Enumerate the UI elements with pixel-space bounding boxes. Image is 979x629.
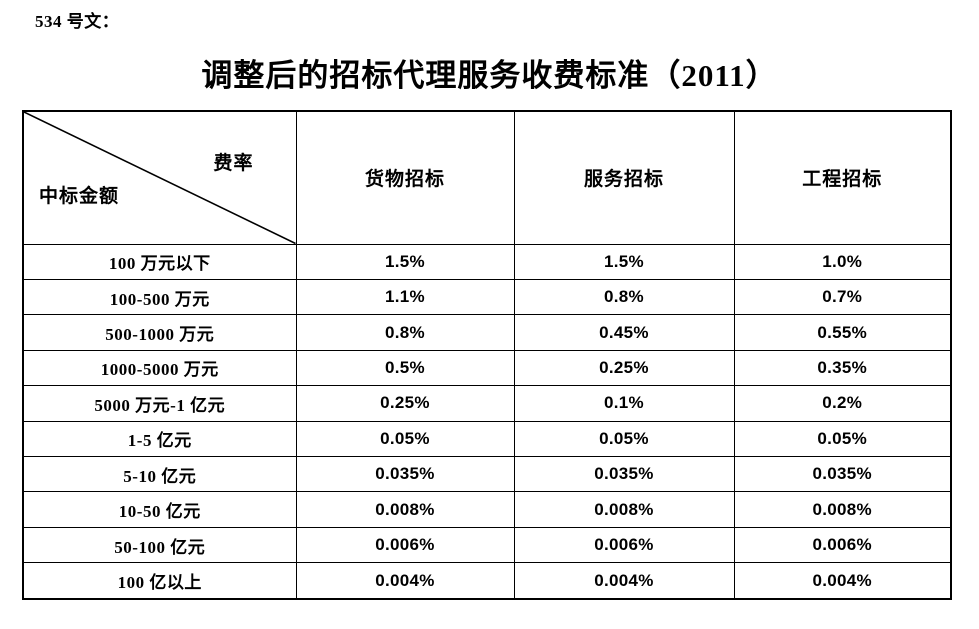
- doc-number-label: 534 号文：: [35, 12, 120, 31]
- row-label: 5-10 亿元: [22, 456, 297, 493]
- rate-cell: 0.25%: [513, 349, 735, 387]
- table-row: 1000-5000 万元 0.5% 0.25% 0.35%: [22, 349, 952, 387]
- table-row: 100 亿以上 0.004% 0.004% 0.004%: [22, 562, 952, 600]
- row-label: 1-5 亿元: [22, 420, 297, 458]
- corner-label-amount: 中标金额: [39, 185, 120, 207]
- rate-cell: 0.035%: [513, 456, 735, 493]
- rate-cell: 0.1%: [513, 385, 735, 422]
- rate-cell: 0.8%: [513, 278, 735, 316]
- diagonal-header-cell: 费率 中标金额: [22, 110, 297, 245]
- table-row: 1-5 亿元 0.05% 0.05% 0.05%: [22, 420, 952, 458]
- row-label: 50-100 亿元: [22, 526, 297, 564]
- rate-cell: 1.1%: [295, 278, 515, 316]
- rate-cell: 0.004%: [295, 562, 515, 600]
- row-label: 5000 万元-1 亿元: [22, 385, 297, 422]
- column-header-services: 服务招标: [513, 110, 735, 245]
- rate-cell: 0.45%: [513, 314, 735, 351]
- diagonal-line: [24, 112, 295, 243]
- rate-cell: 0.05%: [733, 420, 952, 458]
- rate-cell: 0.5%: [295, 349, 515, 387]
- rate-cell: 0.035%: [733, 456, 952, 493]
- rate-cell: 1.0%: [733, 243, 952, 280]
- table-row: 100-500 万元 1.1% 0.8% 0.7%: [22, 278, 952, 316]
- rate-cell: 0.7%: [733, 278, 952, 316]
- rate-cell: 0.2%: [733, 385, 952, 422]
- rate-cell: 0.004%: [513, 562, 735, 600]
- table-row: 500-1000 万元 0.8% 0.45% 0.55%: [22, 314, 952, 351]
- rate-cell: 0.006%: [295, 526, 515, 564]
- table-row: 10-50 亿元 0.008% 0.008% 0.008%: [22, 491, 952, 528]
- table-row: 50-100 亿元 0.006% 0.006% 0.006%: [22, 526, 952, 564]
- rate-cell: 0.008%: [513, 491, 735, 528]
- table-row: 100 万元以下 1.5% 1.5% 1.0%: [22, 243, 952, 280]
- fee-rate-table: 费率 中标金额 货物招标 服务招标 工程招标 100 万元以下 1.5% 1.5…: [22, 110, 952, 600]
- table-row: 5-10 亿元 0.035% 0.035% 0.035%: [22, 456, 952, 493]
- rate-cell: 0.004%: [733, 562, 952, 600]
- row-label: 1000-5000 万元: [22, 349, 297, 387]
- table-header-row: 费率 中标金额 货物招标 服务招标 工程招标: [22, 110, 952, 245]
- row-label: 100 亿以上: [22, 562, 297, 600]
- rate-cell: 1.5%: [513, 243, 735, 280]
- rate-cell: 0.8%: [295, 314, 515, 351]
- table-row: 5000 万元-1 亿元 0.25% 0.1% 0.2%: [22, 385, 952, 422]
- rate-cell: 0.006%: [513, 526, 735, 564]
- page-title: 调整后的招标代理服务收费标准（2011）: [201, 58, 778, 93]
- rate-cell: 0.35%: [733, 349, 952, 387]
- rate-cell: 0.006%: [733, 526, 952, 564]
- row-label: 100 万元以下: [22, 243, 297, 280]
- rate-cell: 0.55%: [733, 314, 952, 351]
- rate-cell: 0.05%: [513, 420, 735, 458]
- column-header-goods: 货物招标: [295, 110, 515, 245]
- rate-cell: 0.008%: [733, 491, 952, 528]
- row-label: 10-50 亿元: [22, 491, 297, 528]
- row-label: 500-1000 万元: [22, 314, 297, 351]
- corner-label-rate: 费率: [213, 153, 254, 174]
- rate-cell: 0.035%: [295, 456, 515, 493]
- column-header-engineering: 工程招标: [733, 110, 952, 245]
- rate-cell: 0.25%: [295, 385, 515, 422]
- row-label: 100-500 万元: [22, 278, 297, 316]
- rate-cell: 0.008%: [295, 491, 515, 528]
- rate-cell: 1.5%: [295, 243, 515, 280]
- rate-cell: 0.05%: [295, 420, 515, 458]
